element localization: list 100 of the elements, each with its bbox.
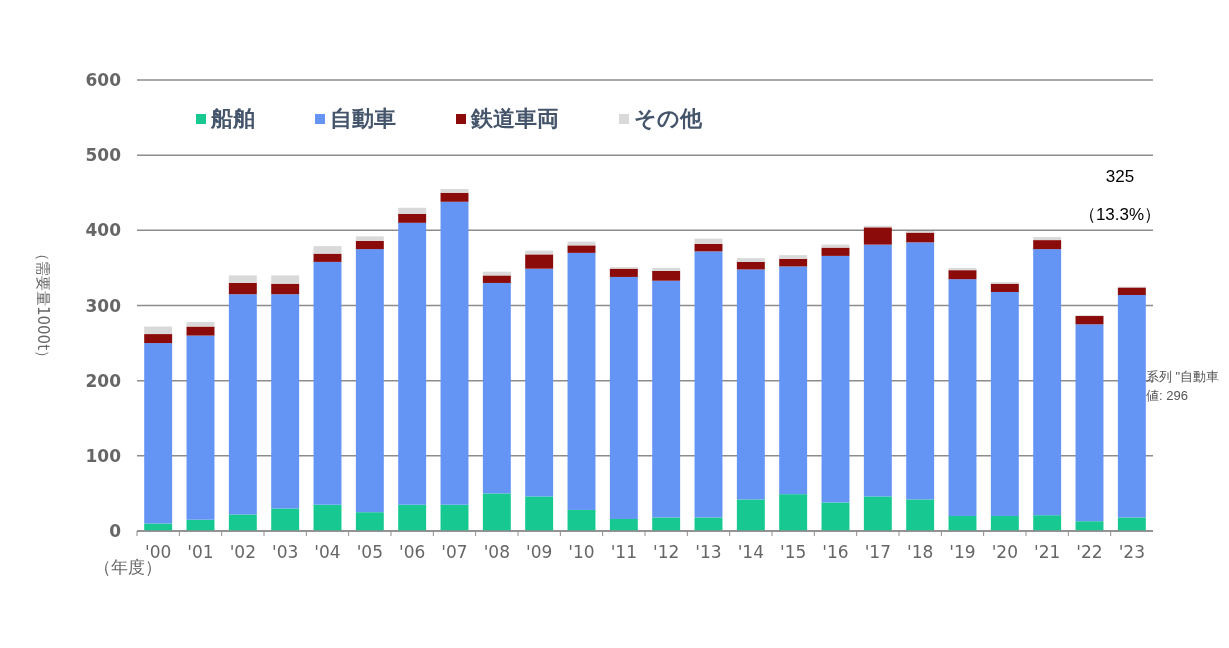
bar bbox=[313, 261, 342, 505]
legend-label: 船舶 bbox=[210, 106, 255, 131]
x-tick-label: '07 bbox=[441, 542, 468, 562]
annotation: （13.3%） bbox=[1078, 205, 1162, 224]
bar bbox=[355, 236, 384, 241]
x-tick-label: '13 bbox=[695, 542, 722, 562]
bar bbox=[398, 504, 427, 531]
y-tick-label: 200 bbox=[85, 370, 122, 391]
bar bbox=[609, 268, 638, 277]
bar bbox=[736, 261, 765, 270]
bar bbox=[821, 255, 850, 503]
bar bbox=[821, 247, 850, 256]
bar bbox=[144, 334, 173, 344]
bar bbox=[906, 242, 935, 500]
bar bbox=[990, 283, 1019, 292]
bar bbox=[609, 276, 638, 519]
bar bbox=[1033, 249, 1062, 516]
bar bbox=[863, 496, 892, 531]
bar bbox=[440, 188, 469, 193]
bar bbox=[144, 343, 173, 524]
y-tick-label: 600 bbox=[85, 70, 122, 90]
x-tick-label: '18 bbox=[907, 542, 934, 562]
bar bbox=[652, 267, 681, 271]
y-tick-label: 500 bbox=[85, 145, 122, 166]
bar bbox=[228, 294, 257, 515]
bar bbox=[186, 322, 215, 327]
legend-label: 鉄道車両 bbox=[470, 106, 559, 131]
y-tick-label: 100 bbox=[85, 445, 122, 466]
bar bbox=[1075, 316, 1104, 325]
bar bbox=[398, 222, 427, 505]
bar bbox=[567, 245, 596, 253]
bar bbox=[652, 280, 681, 518]
x-tick-label: '06 bbox=[399, 542, 426, 562]
x-tick-label: '10 bbox=[568, 542, 595, 562]
bar bbox=[228, 275, 257, 283]
bar bbox=[482, 493, 511, 531]
bar bbox=[694, 251, 723, 518]
bar bbox=[482, 275, 511, 283]
legend-label: 自動車 bbox=[330, 106, 396, 131]
bar bbox=[186, 326, 215, 336]
bar bbox=[694, 517, 723, 531]
bar bbox=[440, 504, 469, 531]
bar bbox=[228, 514, 257, 531]
bar bbox=[948, 279, 977, 516]
bar bbox=[440, 201, 469, 505]
x-tick-label: '14 bbox=[737, 542, 764, 562]
x-tick-label: '21 bbox=[1034, 542, 1061, 562]
bar bbox=[313, 246, 342, 254]
x-tick-label: '08 bbox=[483, 542, 510, 562]
bar bbox=[609, 518, 638, 531]
bar bbox=[1117, 517, 1146, 531]
x-tick-label: '12 bbox=[653, 542, 680, 562]
bar bbox=[525, 254, 554, 269]
bar bbox=[525, 268, 554, 497]
bar bbox=[821, 502, 850, 531]
bar bbox=[355, 512, 384, 531]
x-tick-label: '11 bbox=[610, 542, 637, 562]
annotation: 値: 296 bbox=[1146, 388, 1188, 403]
x-tick-label: '02 bbox=[229, 542, 256, 562]
bar bbox=[736, 269, 765, 500]
bar bbox=[779, 494, 808, 531]
x-tick-label: '17 bbox=[864, 542, 891, 562]
bar bbox=[313, 253, 342, 262]
bar bbox=[990, 291, 1019, 516]
bar bbox=[1117, 294, 1146, 518]
x-tick-label: '03 bbox=[272, 542, 299, 562]
bar bbox=[271, 283, 300, 295]
bar bbox=[779, 255, 808, 259]
y-tick-label: 0 bbox=[109, 521, 122, 541]
bar bbox=[863, 244, 892, 497]
bar bbox=[1075, 324, 1104, 522]
y-tick-label: 300 bbox=[85, 295, 122, 316]
bar bbox=[567, 252, 596, 510]
bar bbox=[1117, 287, 1146, 295]
bar bbox=[313, 504, 342, 531]
bar bbox=[144, 523, 173, 531]
bar bbox=[525, 496, 554, 531]
bar bbox=[144, 326, 173, 335]
bar bbox=[271, 275, 300, 284]
x-tick-label: '01 bbox=[187, 542, 214, 562]
bar bbox=[482, 282, 511, 494]
bar bbox=[990, 515, 1019, 531]
x-tick-label: '09 bbox=[526, 542, 553, 562]
bar bbox=[863, 227, 892, 245]
x-tick-label: '05 bbox=[356, 542, 383, 562]
bar bbox=[186, 335, 215, 520]
annotation: 325 bbox=[1105, 167, 1135, 186]
bar bbox=[948, 515, 977, 531]
bar bbox=[779, 258, 808, 267]
bar bbox=[228, 282, 257, 295]
bar bbox=[567, 509, 596, 531]
bar bbox=[271, 508, 300, 531]
bar bbox=[906, 232, 935, 243]
y-tick-label: 400 bbox=[85, 220, 122, 241]
bar bbox=[736, 499, 765, 531]
bar bbox=[906, 499, 935, 531]
x-tick-label: '04 bbox=[314, 542, 341, 562]
bar bbox=[1033, 240, 1062, 250]
bar bbox=[652, 517, 681, 531]
x-tick-label: '15 bbox=[780, 542, 807, 562]
